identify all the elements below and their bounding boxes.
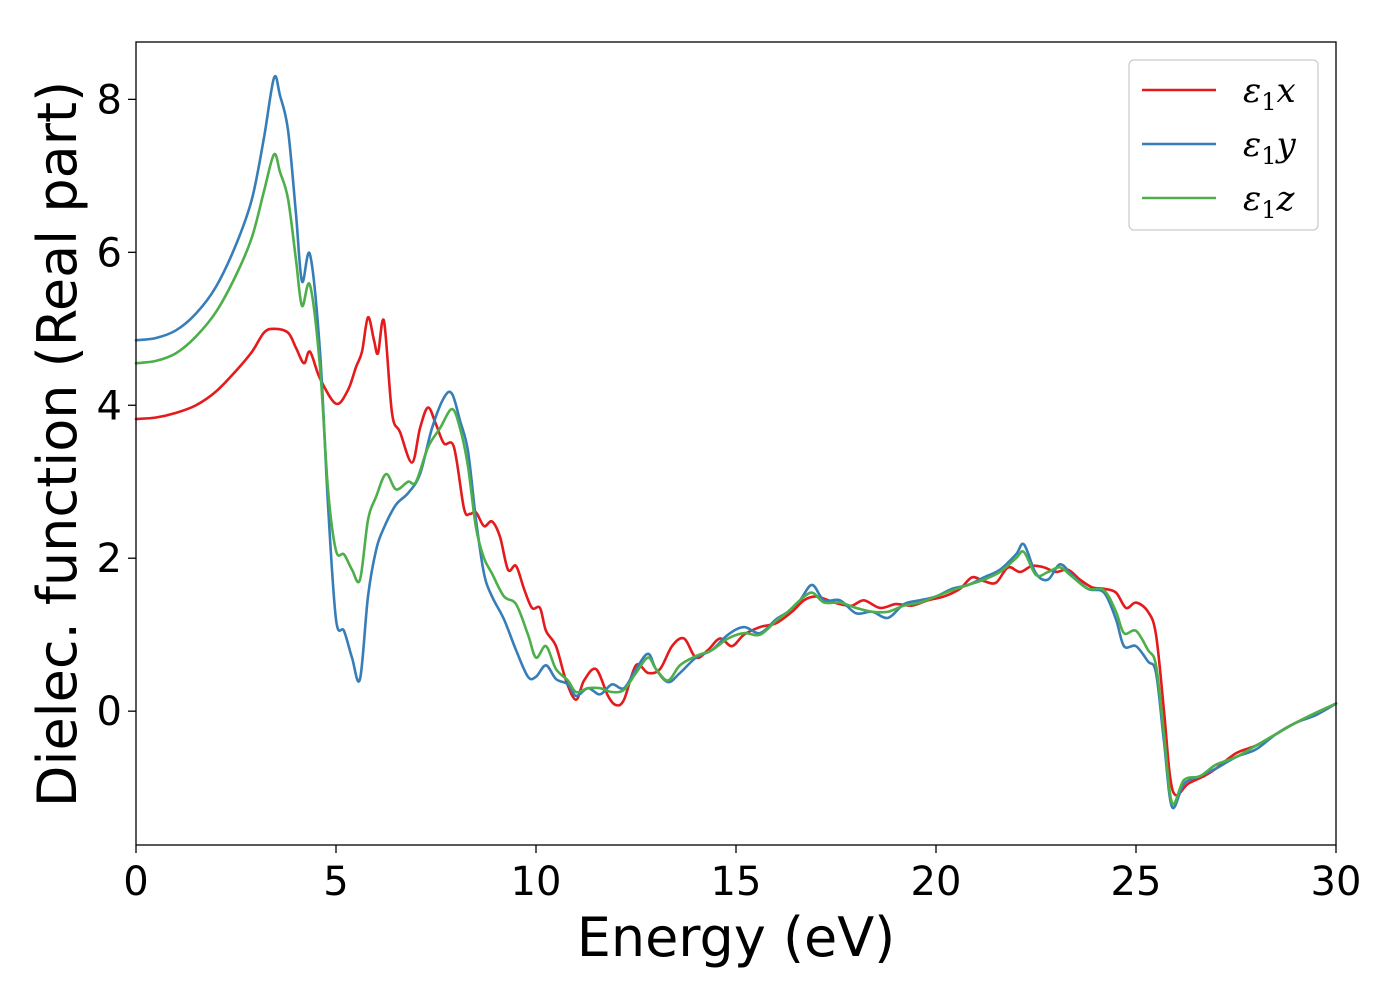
x-axis-ticks: 0 5 10 15 20 25 30 (123, 845, 1361, 905)
x-tick-label: 25 (1111, 859, 1162, 905)
x-axis-label: Energy (eV) (577, 906, 896, 969)
legend: ε1x ε1y ε1z (1128, 59, 1319, 231)
x-tick-label: 30 (1311, 859, 1362, 905)
y-axis-label: Dielec. function (Real part) (26, 81, 89, 807)
y-axis-ticks: 0 2 4 6 8 (97, 77, 136, 735)
legend-label-z: ε1z (1243, 179, 1296, 224)
y-tick-label: 0 (97, 689, 122, 735)
x-tick-label: 20 (911, 859, 962, 905)
legend-label-y: ε1y (1243, 125, 1297, 170)
y-tick-label: 4 (97, 383, 122, 429)
legend-label-x: ε1x (1243, 71, 1296, 116)
x-tick-label: 15 (711, 859, 762, 905)
series-layer (134, 75, 1338, 810)
y-tick-label: 2 (97, 536, 122, 582)
y-tick-label: 8 (97, 77, 122, 123)
series-line-z (134, 152, 1338, 806)
x-tick-label: 0 (123, 859, 148, 905)
x-tick-label: 5 (323, 859, 348, 905)
legend-box (1128, 59, 1319, 231)
y-tick-label: 6 (97, 230, 122, 276)
series-line-y (134, 75, 1338, 810)
x-tick-label: 10 (511, 859, 562, 905)
